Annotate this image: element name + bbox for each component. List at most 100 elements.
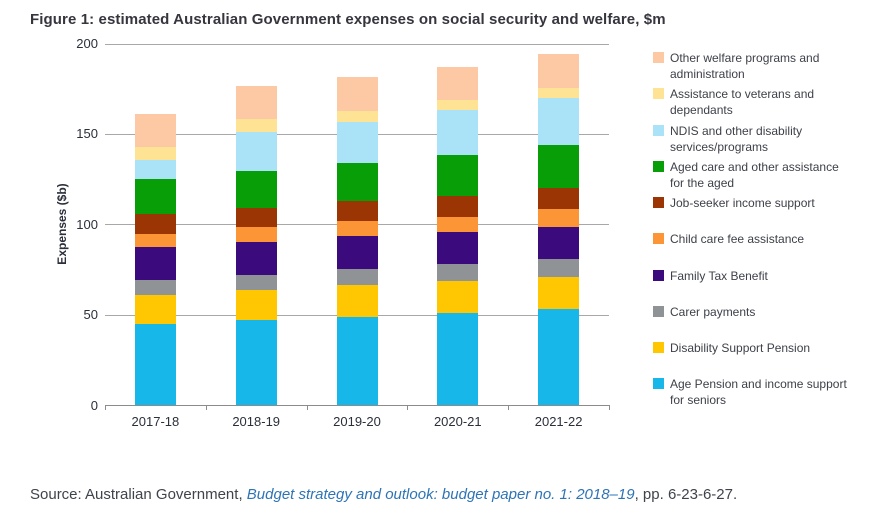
bar-segment [134, 147, 176, 160]
legend-item: Job-seeker income support [653, 195, 848, 211]
legend-label: Aged care and other assistance for the a… [670, 159, 839, 190]
bar-segment [134, 114, 176, 148]
bar-segment [538, 259, 580, 278]
bar-segment [437, 264, 479, 281]
bar-2017-18 [134, 114, 176, 406]
bar-segment [235, 131, 277, 172]
bar-segment [134, 279, 176, 296]
bar-segment [538, 88, 580, 99]
legend-label: Child care fee assistance [670, 232, 805, 247]
gridline-y-200 [105, 43, 609, 45]
bar-segment [538, 187, 580, 210]
bar-segment [437, 66, 479, 101]
legend-label: Assistance to veterans and dependants [670, 87, 815, 118]
y-tick-label: 50 [83, 307, 98, 323]
x-axis-label: 2018-19 [232, 414, 281, 429]
x-axis-tick [205, 406, 207, 410]
x-axis-label: 2020-21 [433, 414, 482, 429]
bar-segment [538, 145, 580, 188]
bar-segment [437, 280, 479, 314]
legend-swatch-icon [653, 88, 664, 100]
bar-segment [437, 216, 479, 232]
legend-item: Disability Support Pension [653, 340, 848, 356]
bar-segment [134, 159, 176, 179]
bar-segment [336, 121, 378, 164]
bar-segment [437, 155, 479, 196]
source-suffix: , pp. 6-23-6-27. [634, 486, 738, 503]
bar-segment [437, 195, 479, 217]
x-axis-tick [306, 406, 308, 410]
y-tick-label: 0 [90, 397, 98, 413]
legend-item: Age Pension and income support for senio… [653, 376, 848, 408]
bar-segment [336, 201, 378, 222]
legend-swatch-icon [653, 233, 664, 245]
legend-item: Child care fee assistance [653, 231, 848, 247]
bar-segment [235, 289, 277, 321]
legend-label: Family Tax Benefit [670, 268, 768, 283]
y-tick-label: 150 [76, 126, 98, 142]
bar-segment [538, 226, 580, 260]
bar-segment [235, 119, 277, 132]
bar-segment [437, 231, 479, 265]
bar-segment [336, 76, 378, 111]
legend-label: NDIS and other disability services/progr… [670, 123, 803, 154]
bar-segment [235, 227, 277, 242]
legend-item: Assistance to veterans and dependants [653, 86, 848, 118]
x-axis-tick [508, 406, 510, 410]
bar-segment [134, 178, 176, 214]
bar-2018-19 [235, 85, 277, 406]
bar-segment [336, 221, 378, 237]
bar-segment [336, 268, 378, 286]
bar-2021-22 [538, 53, 580, 406]
legend-swatch-icon [653, 197, 664, 208]
legend-item: Family Tax Benefit [653, 268, 848, 284]
bar-2020-21 [437, 66, 479, 406]
legend-label: Other welfare programs and administratio… [670, 51, 820, 81]
bar-segment [134, 295, 176, 325]
x-axis-label: 2019-20 [333, 414, 381, 429]
bar-segment [336, 236, 378, 269]
source-link[interactable]: Budget strategy and outlook: budget pape… [246, 486, 635, 503]
legend-swatch-icon [653, 52, 664, 63]
bar-segment [538, 53, 580, 89]
bar-2019-20 [336, 76, 378, 406]
x-axis-tick [609, 406, 610, 410]
legend-item: Aged care and other assistance for the a… [653, 159, 848, 191]
bar-segment [538, 209, 580, 227]
legend-swatch-icon [653, 305, 664, 317]
legend-swatch-icon [653, 378, 664, 390]
bar-segment [336, 285, 378, 317]
legend-item: NDIS and other disability services/progr… [653, 123, 848, 155]
y-tick-label: 100 [76, 216, 98, 232]
legend-label: Age Pension and income support for senio… [670, 377, 847, 408]
figure-title: Figure 1: estimated Australian Governmen… [30, 11, 666, 28]
legend-item: Carer payments [653, 304, 848, 320]
legend-label: Carer payments [670, 304, 756, 319]
source-prefix: Source: Australian Government, [30, 486, 247, 503]
x-axis-line [105, 405, 610, 406]
bar-segment [336, 163, 378, 202]
legend-swatch-icon [653, 269, 664, 281]
bar-segment [235, 241, 277, 276]
source-line: Source: Australian Government, Budget st… [30, 486, 737, 503]
bar-segment [538, 98, 580, 146]
bar-segment [538, 308, 580, 406]
legend-swatch-icon [653, 342, 664, 353]
legend-item: Other welfare programs and administratio… [653, 50, 848, 82]
bar-segment [336, 110, 378, 122]
bar-segment [134, 247, 176, 280]
bar-segment [134, 213, 176, 234]
legend-label: Disability Support Pension [670, 341, 811, 355]
x-axis-label: 2021-22 [534, 414, 583, 429]
bar-segment [134, 233, 176, 248]
bar-segment [235, 208, 277, 228]
y-tick-label: 200 [76, 36, 98, 51]
bar-segment [235, 171, 277, 209]
legend-swatch-icon [653, 160, 664, 172]
bar-segment [235, 320, 277, 406]
x-axis-tick [105, 406, 106, 410]
bar-segment [437, 109, 479, 156]
chart-legend: Other welfare programs and administratio… [653, 0, 885, 430]
legend-label: Job-seeker income support [670, 196, 815, 210]
